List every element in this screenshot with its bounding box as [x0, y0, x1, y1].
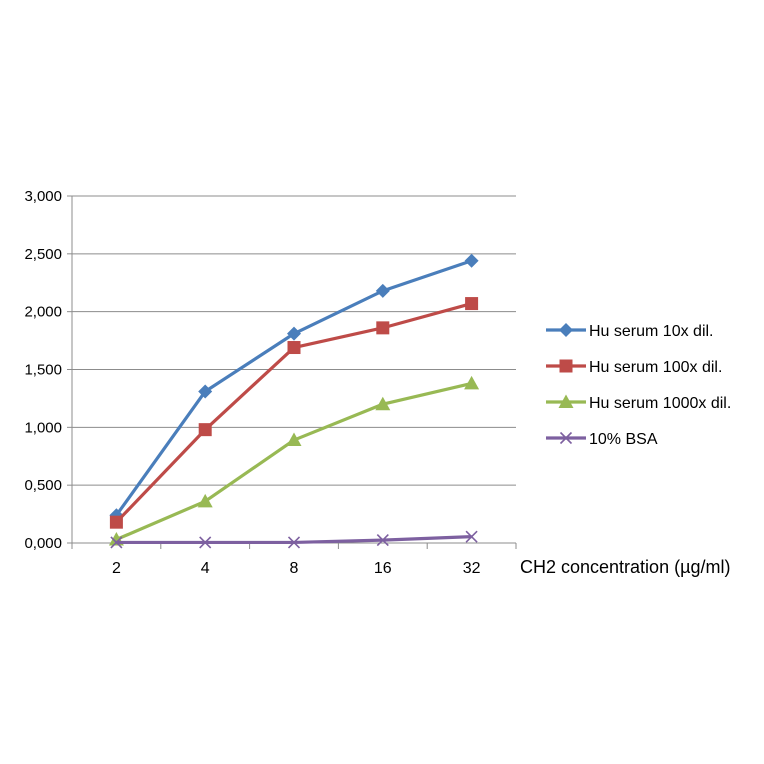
x-tick-labels: 2 4 8 16 32 [112, 560, 481, 577]
series-1 [109, 253, 479, 523]
x-tick-label: 4 [201, 560, 210, 577]
x-tick-label: 2 [112, 560, 121, 577]
data-point [286, 432, 302, 447]
series-4 [110, 530, 478, 549]
legend-entry: Hu serum 100x dil. [546, 359, 722, 376]
gridlines [72, 195, 516, 486]
data-point [375, 396, 391, 411]
y-tick-label: 3,000 [24, 188, 62, 205]
y-tick-label: 0,000 [24, 535, 62, 552]
x-marker-stroke [559, 431, 573, 445]
x-marker-stroke [287, 536, 301, 549]
axes [67, 195, 517, 549]
legend-label: Hu serum 100x dil. [589, 359, 722, 376]
legend: Hu serum 10x dil. Hu serum 100x dil. Hu se… [546, 323, 731, 448]
x-tick-label: 16 [374, 560, 392, 577]
data-point [110, 536, 123, 549]
y-tick-label: 0,500 [24, 477, 62, 494]
x-marker-stroke [465, 530, 478, 543]
data-point [558, 394, 574, 408]
x-tick-label: 8 [290, 560, 299, 577]
data-point [197, 493, 213, 508]
data-point [198, 423, 212, 437]
data-point [465, 297, 479, 311]
x-marker-stroke [376, 534, 389, 547]
data-point [375, 283, 390, 298]
data-point [287, 536, 301, 549]
series-2 [109, 297, 479, 529]
x-axis-title: CH2 concentration (µg/ml) [520, 557, 730, 577]
series-group [108, 253, 480, 549]
y-tick-label: 1,000 [24, 419, 62, 436]
legend-entry: Hu serum 1000x dil. [546, 394, 731, 412]
y-tick-label: 2,500 [24, 246, 62, 263]
legend-label: Hu serum 1000x dil. [589, 395, 731, 412]
data-point [559, 323, 573, 337]
data-point [287, 326, 301, 341]
data-point [464, 253, 479, 268]
series-line [115, 381, 472, 541]
x-marker-stroke [199, 536, 212, 549]
data-point [199, 536, 212, 549]
series-line [115, 259, 473, 517]
data-point [376, 321, 390, 335]
data-point [559, 359, 573, 373]
y-tick-label: 1,500 [24, 362, 62, 379]
legend-entry: Hu serum 10x dil. [546, 323, 714, 340]
y-tick-label: 2,000 [24, 304, 62, 321]
x-tick-label: 32 [463, 560, 481, 577]
y-tick-labels: 0,000 0,500 1,000 1,500 2,000 2,500 3,000 [24, 188, 62, 552]
data-point [198, 384, 213, 399]
legend-label: 10% BSA [589, 431, 658, 448]
data-point [376, 534, 389, 547]
legend-entry: 10% BSA [546, 431, 658, 448]
series-3 [108, 375, 480, 546]
legend-label: Hu serum 10x dil. [589, 323, 714, 340]
data-point [559, 431, 573, 445]
data-point [287, 341, 301, 355]
x-marker-stroke [110, 536, 123, 549]
data-point [464, 375, 480, 390]
data-point [109, 515, 123, 529]
data-point [465, 530, 478, 543]
